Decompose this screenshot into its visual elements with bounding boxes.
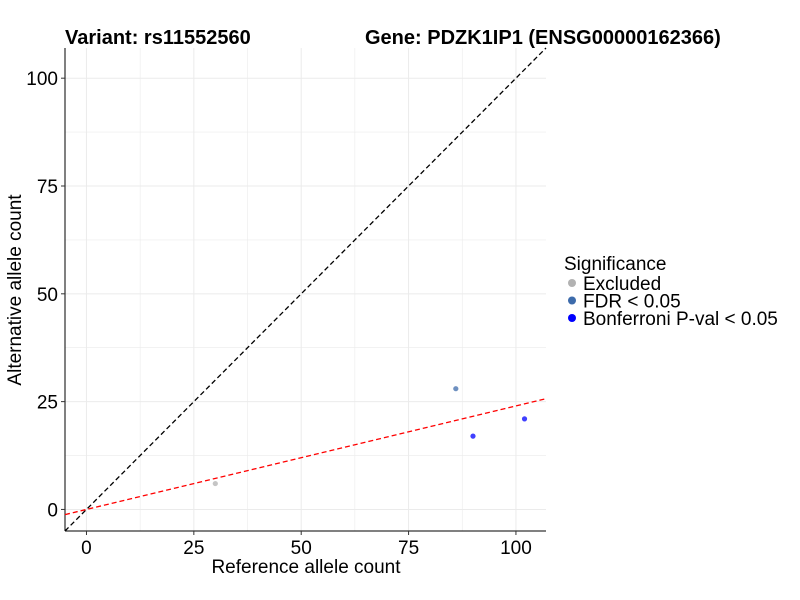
y-tick-label: 0: [47, 500, 58, 521]
legend-label: FDR < 0.05: [583, 292, 681, 313]
y-axis-label: Alternative allele count: [5, 194, 26, 386]
legend-key: [568, 279, 576, 287]
x-tick-label: 100: [500, 538, 532, 559]
chart-title-variant: Variant: rs11552560: [65, 27, 251, 49]
x-tick-label: 0: [81, 538, 92, 559]
reference-line-fit: [64, 398, 547, 516]
y-tick-label: 75: [37, 177, 58, 198]
data-point: [521, 416, 528, 422]
x-axis-ticks: 0 25 50 75 100: [81, 531, 532, 559]
reference-line-identity: [64, 47, 547, 532]
x-tick-label: 25: [183, 538, 204, 559]
legend-label: Excluded: [583, 274, 661, 295]
y-tick-label: 50: [37, 285, 58, 306]
data-points: [212, 386, 528, 487]
legend-label: Bonferroni P-val < 0.05: [583, 309, 778, 330]
grid: [65, 48, 546, 531]
y-tick-label: 25: [37, 393, 58, 414]
y-tick-label: 100: [26, 69, 58, 90]
data-point: [470, 433, 476, 439]
x-tick-label: 50: [291, 538, 312, 559]
data-point: [453, 386, 459, 392]
reference-lines: [64, 47, 547, 532]
legend-title: Significance: [564, 254, 666, 275]
x-axis-label: Reference allele count: [211, 557, 401, 578]
legend-key: [568, 314, 576, 322]
data-point: [212, 480, 218, 487]
x-tick-label: 75: [398, 538, 419, 559]
chart-title-gene: Gene: PDZK1IP1 (ENSG00000162366): [365, 27, 721, 49]
y-axis-ticks: 0 25 50 75 100: [26, 69, 65, 521]
axes: [64, 48, 546, 532]
legend-key: [568, 296, 576, 305]
